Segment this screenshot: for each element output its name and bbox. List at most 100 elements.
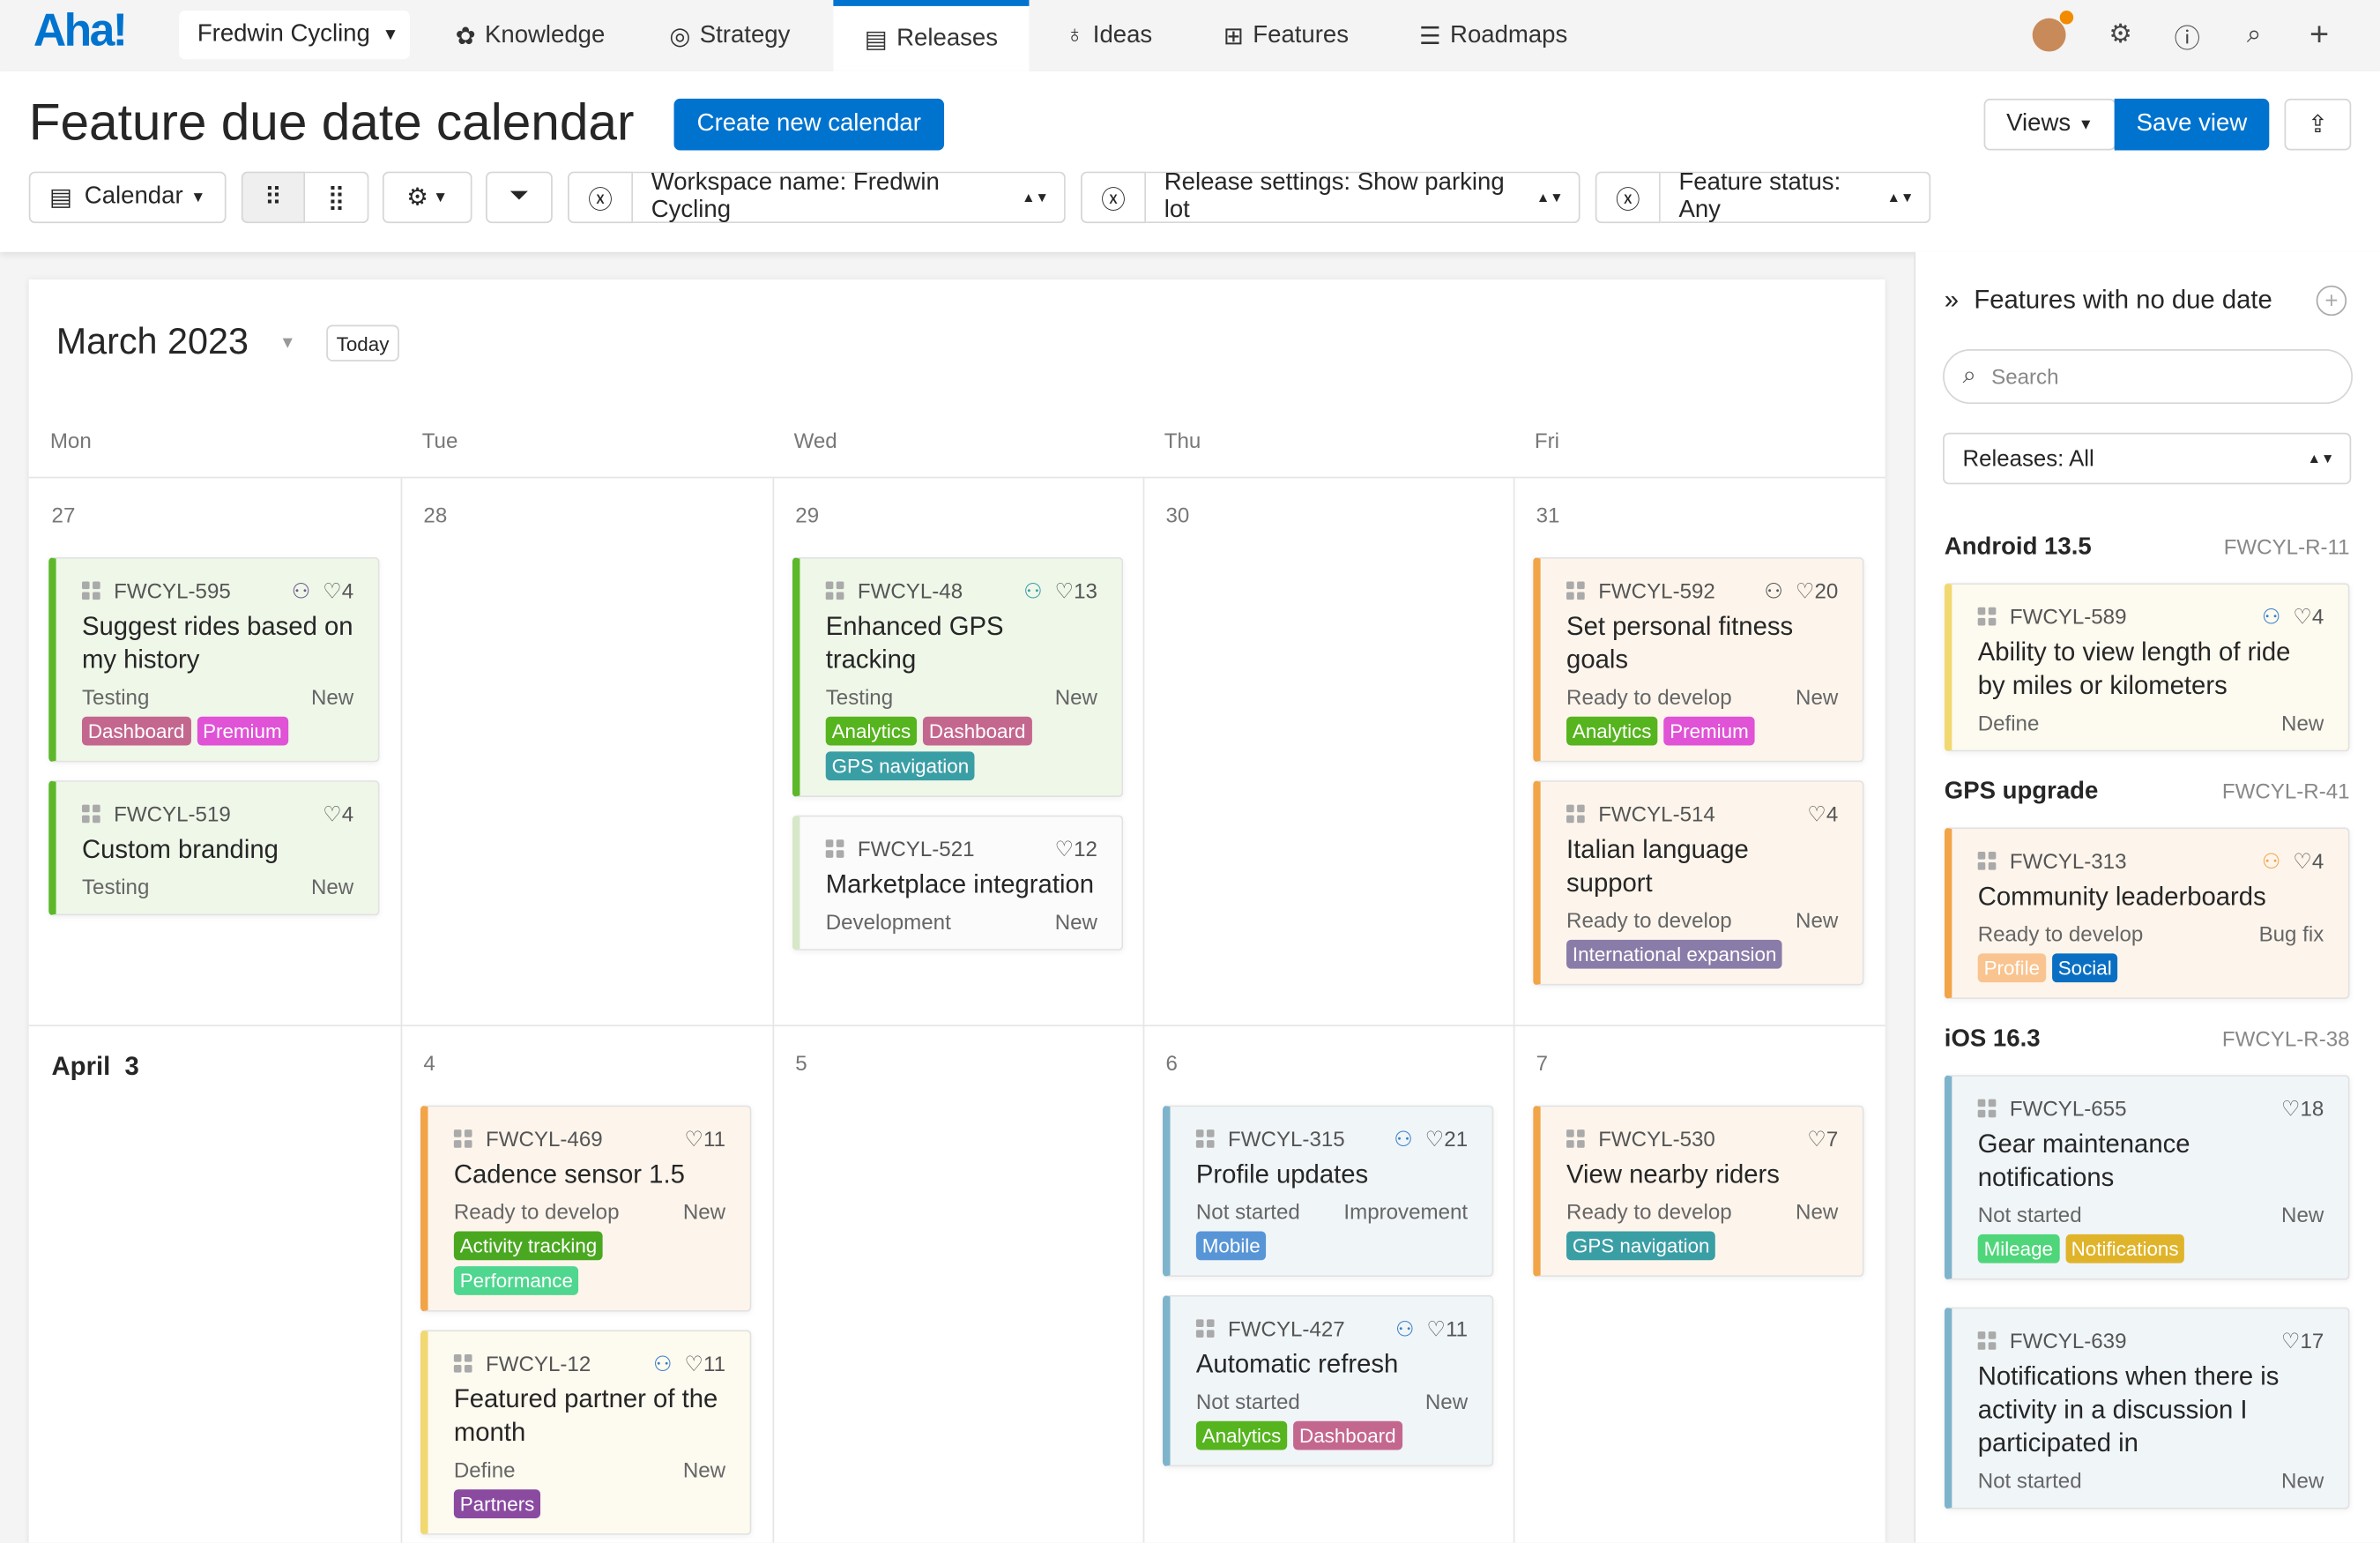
drag-handle-icon[interactable] <box>825 839 844 858</box>
collapse-icon[interactable]: » <box>1944 285 1960 315</box>
hierarchy-icon[interactable]: ⚇ <box>2261 603 2281 629</box>
feature-card[interactable]: FWCYL-469 ♡ 11 Cadence sensor 1.5 Ready t… <box>420 1105 752 1312</box>
feature-card[interactable]: FWCYL-12 ⚇ ♡ 11 Featured partner of the m… <box>420 1330 752 1535</box>
user-avatar[interactable] <box>2032 18 2066 52</box>
tag[interactable]: Performance <box>453 1266 579 1295</box>
feature-title[interactable]: Italian language support <box>1566 835 1749 898</box>
grid-small-icon[interactable]: ⠿ <box>241 171 306 224</box>
month-dropdown-icon[interactable]: ▼ <box>279 333 296 353</box>
tag[interactable]: International expansion <box>1566 939 1783 969</box>
nav-features[interactable]: ⊞ Features <box>1223 0 1349 71</box>
feature-card[interactable]: FWCYL-315 ⚇ ♡ 21 Profile updates Not star… <box>1163 1105 1494 1278</box>
feature-card[interactable]: FWCYL-427 ⚇ ♡ 11 Automatic refresh Not st… <box>1163 1294 1494 1467</box>
feature-title[interactable]: Enhanced GPS tracking <box>825 611 1004 675</box>
tag[interactable]: Activity tracking <box>453 1231 604 1261</box>
feature-title[interactable]: Marketplace integration <box>825 869 1095 899</box>
drag-handle-icon[interactable] <box>81 581 100 600</box>
grid-dense-icon[interactable]: ⣿ <box>305 171 369 224</box>
share-icon[interactable]: ⇪ <box>2284 98 2352 151</box>
hierarchy-icon[interactable]: ⚇ <box>1764 578 1784 602</box>
nav-knowledge[interactable]: ✿ Knowledge <box>456 0 606 71</box>
feature-title[interactable]: Gear maintenance notifications <box>1977 1129 2190 1192</box>
release-name[interactable]: GPS upgrade <box>1944 779 2099 805</box>
release-name[interactable]: iOS 16.3 <box>1944 1026 2041 1053</box>
feature-id[interactable]: FWCYL-514 <box>1598 801 1715 826</box>
remove-filter-icon[interactable]: ⓧ <box>568 171 634 224</box>
feature-card[interactable]: FWCYL-530 ♡ 7 View nearby riders Ready to… <box>1533 1105 1864 1278</box>
feature-title[interactable]: Notifications when there is activity in … <box>1977 1361 2280 1458</box>
feature-title[interactable]: Ability to view length of ride by miles … <box>1977 637 2291 700</box>
feature-card[interactable]: FWCYL-595 ⚇ ♡ 4 Suggest rides based on my… <box>48 556 380 763</box>
drag-handle-icon[interactable] <box>453 1353 472 1373</box>
feature-card[interactable]: FWCYL-48 ⚇ ♡ 13 Enhanced GPS tracking Tes… <box>792 556 1124 798</box>
tag[interactable]: Analytics <box>1195 1420 1288 1450</box>
search-input[interactable]: ⌕ Search <box>1943 349 2354 405</box>
feature-title[interactable]: View nearby riders <box>1566 1159 1780 1189</box>
filter-status-select[interactable]: Feature status: Any ▲▼ <box>1660 170 1931 224</box>
feature-id[interactable]: FWCYL-12 <box>486 1351 591 1376</box>
feature-id[interactable]: FWCYL-530 <box>1598 1126 1715 1152</box>
views-button[interactable]: Views ▼ <box>1983 98 2116 151</box>
tag[interactable]: Profile <box>1977 953 2046 983</box>
drag-handle-icon[interactable] <box>1977 607 1997 626</box>
feature-title[interactable]: Custom branding <box>81 835 279 864</box>
nav-ideas[interactable]: ♁ Ideas <box>1066 0 1152 71</box>
tag[interactable]: GPS navigation <box>1566 1231 1716 1261</box>
release-name[interactable]: Android 13.5 <box>1944 534 2092 561</box>
hierarchy-icon[interactable]: ⚇ <box>652 1350 673 1375</box>
feature-id[interactable]: FWCYL-592 <box>1598 578 1715 603</box>
plus-icon[interactable]: + <box>2309 15 2330 54</box>
gear-icon[interactable]: ⚙ <box>2109 19 2132 49</box>
feature-id[interactable]: FWCYL-639 <box>2009 1328 2127 1353</box>
drag-handle-icon[interactable] <box>1977 852 1997 870</box>
nav-releases[interactable]: ▤ Releases <box>833 0 1030 71</box>
feature-card[interactable]: FWCYL-313 ⚇ ♡ 4 Community leaderboards Re… <box>1944 827 2350 1000</box>
feature-title[interactable]: Suggest rides based on my history <box>81 611 353 675</box>
feature-card[interactable]: FWCYL-519 ♡ 4 Custom branding Testing New <box>48 780 380 916</box>
remove-filter-icon[interactable]: ⓧ <box>1081 171 1147 224</box>
feature-title[interactable]: Set personal fitness goals <box>1566 611 1794 675</box>
calendar-view-dropdown[interactable]: ▤ Calendar ▼ <box>28 171 227 224</box>
hierarchy-icon[interactable]: ⚇ <box>1395 1316 1415 1340</box>
feature-card[interactable]: FWCYL-592 ⚇ ♡ 20 Set personal fitness goa… <box>1533 556 1864 763</box>
release-ref[interactable]: FWCYL-R-38 <box>2221 1026 2350 1051</box>
feature-id[interactable]: FWCYL-595 <box>114 578 231 603</box>
aha-logo[interactable]: Aha! <box>33 5 128 56</box>
nav-roadmaps[interactable]: ☰ Roadmaps <box>1419 0 1567 71</box>
drag-handle-icon[interactable] <box>1195 1129 1215 1148</box>
filter-icon[interactable]: ⏷ <box>486 171 553 224</box>
release-ref[interactable]: FWCYL-R-11 <box>2223 534 2350 559</box>
drag-handle-icon[interactable] <box>81 804 100 824</box>
feature-title[interactable]: Community leaderboards <box>1977 882 2266 912</box>
tag[interactable]: Social <box>2051 953 2118 983</box>
drag-handle-icon[interactable] <box>1566 1129 1585 1148</box>
hierarchy-icon[interactable]: ⚇ <box>1394 1125 1413 1151</box>
drag-handle-icon[interactable] <box>1977 1099 1997 1118</box>
feature-card[interactable]: FWCYL-589 ⚇ ♡ 4 Ability to view length of… <box>1944 583 2350 752</box>
feature-card[interactable]: FWCYL-655 ♡ 18 Gear maintenance notificat… <box>1944 1075 2350 1280</box>
tag[interactable]: Premium <box>1663 716 1755 746</box>
feature-title[interactable]: Automatic refresh <box>1195 1349 1399 1379</box>
feature-id[interactable]: FWCYL-519 <box>114 801 231 826</box>
feature-id[interactable]: FWCYL-655 <box>2009 1096 2127 1121</box>
remove-filter-icon[interactable]: ⓧ <box>1595 171 1661 224</box>
tag[interactable]: Partners <box>453 1489 541 1518</box>
feature-title[interactable]: Featured partner of the month <box>453 1384 718 1448</box>
release-ref[interactable]: FWCYL-R-41 <box>2221 779 2350 803</box>
tag[interactable]: Dashboard <box>922 716 1032 746</box>
releases-select[interactable]: Releases: All ▲▼ <box>1943 432 2352 485</box>
drag-handle-icon[interactable] <box>1195 1319 1215 1338</box>
search-icon[interactable]: ⌕ <box>2246 19 2262 49</box>
tag[interactable]: Dashboard <box>1293 1420 1402 1450</box>
add-icon[interactable]: + <box>2316 285 2347 317</box>
feature-card[interactable]: FWCYL-514 ♡ 4 Italian language support Re… <box>1533 780 1864 986</box>
feature-id[interactable]: FWCYL-315 <box>1228 1126 1345 1152</box>
hierarchy-icon[interactable]: ⚇ <box>1023 578 1043 602</box>
drag-handle-icon[interactable] <box>825 581 844 600</box>
today-button[interactable]: Today <box>326 324 399 362</box>
tag[interactable]: Mobile <box>1195 1231 1267 1261</box>
tag[interactable]: Premium <box>197 716 288 746</box>
drag-handle-icon[interactable] <box>1566 581 1585 600</box>
drag-handle-icon[interactable] <box>453 1129 472 1148</box>
save-view-button[interactable]: Save view <box>2114 98 2270 151</box>
